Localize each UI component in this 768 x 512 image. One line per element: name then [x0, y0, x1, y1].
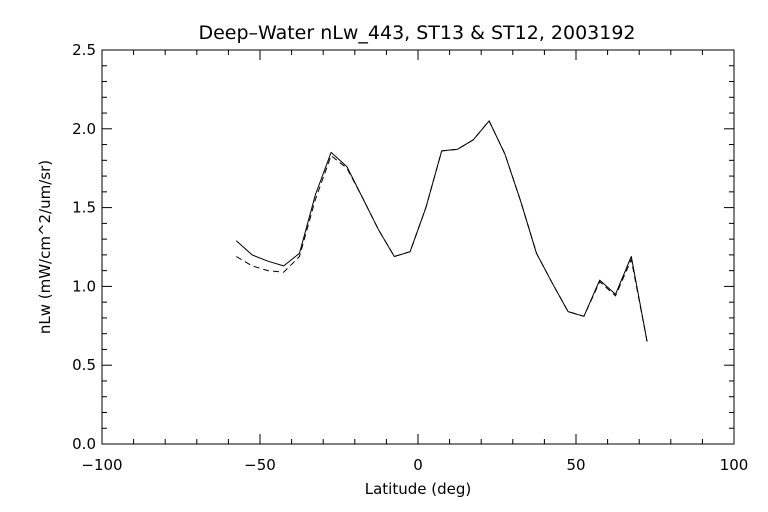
x-tick-label: −50 — [244, 456, 276, 474]
y-tick-label: 2.0 — [72, 120, 96, 138]
x-tick-label: 50 — [566, 456, 585, 474]
x-axis-label: Latitude (deg) — [365, 480, 471, 498]
x-tick-label: 0 — [413, 456, 423, 474]
y-axis-ticks: 0.0 0.5 1.0 1.5 2.0 2.5 — [72, 41, 734, 453]
chart-title: Deep–Water nLw_443, ST13 & ST12, 2003192 — [198, 22, 635, 44]
series-line-dashed — [236, 120, 648, 342]
y-tick-label: 0.0 — [72, 435, 96, 453]
x-axis-ticks: −100 −50 0 50 100 — [81, 50, 748, 474]
y-tick-label: 1.5 — [72, 199, 96, 217]
x-tick-label: −100 — [81, 456, 122, 474]
y-tick-label: 0.5 — [72, 356, 96, 374]
y-axis-label: nLw (mW/cm^2/um/sr) — [36, 160, 54, 334]
x-tick-label: 100 — [720, 456, 749, 474]
y-tick-label: 1.0 — [72, 277, 96, 295]
y-tick-label: 2.5 — [72, 41, 96, 59]
minor-ticks — [102, 50, 734, 444]
series-layer — [235, 120, 648, 342]
